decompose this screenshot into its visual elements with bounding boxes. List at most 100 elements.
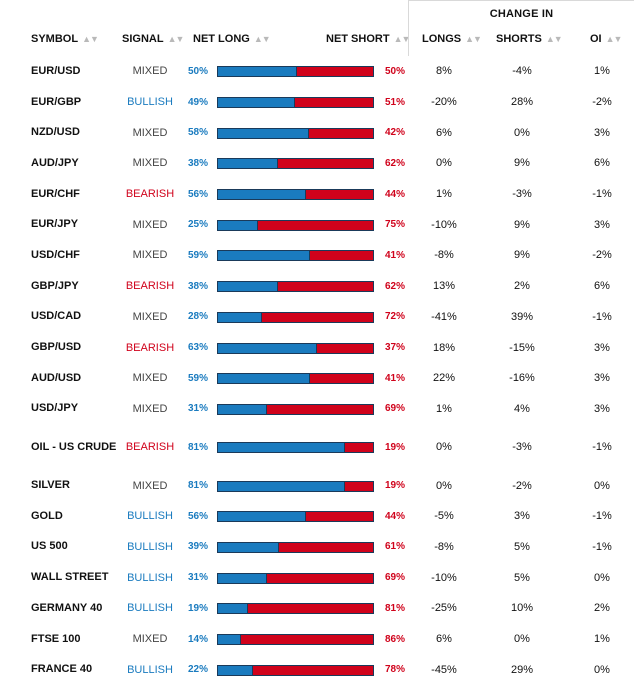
change-oi-value: 3% (594, 402, 610, 415)
long-short-ratio-bar (217, 634, 374, 646)
column-header-net-short[interactable]: NET SHORT ▲▼ (326, 22, 410, 56)
symbol-link[interactable]: NZD/USD (31, 126, 80, 139)
symbol-link[interactable]: FRANCE 40 (31, 663, 93, 676)
net-short-value: 44% (385, 188, 406, 200)
symbol-link[interactable]: GOLD (31, 509, 63, 522)
net-long-bar-segment (218, 282, 277, 292)
net-short-bar-segment (309, 374, 373, 384)
column-header-shorts-label: SHORTS (496, 33, 542, 45)
sort-icon: ▲▼ (465, 34, 482, 44)
table-row[interactable]: US 500 BULLISH 39% 61% -8% 5% -1% (0, 532, 634, 563)
table-row[interactable]: EUR/JPY MIXED 25% 75% -10% 9% 3% (0, 209, 634, 240)
symbol-link[interactable]: OIL - US CRUDE (31, 440, 117, 453)
change-oi-value: 3% (594, 341, 610, 354)
long-short-ratio-bar (217, 281, 374, 293)
change-oi-value: 1% (594, 633, 610, 646)
net-short-bar-segment (247, 604, 373, 614)
net-short-value: 19% (385, 441, 406, 453)
change-oi-value: 3% (594, 372, 610, 385)
net-long-bar-segment (218, 220, 257, 230)
column-header-oi[interactable]: OI ▲▼ (590, 22, 622, 56)
table-row[interactable]: WALL STREET BULLISH 31% 69% -10% 5% 0% (0, 562, 634, 593)
sentiment-table-body: EUR/USD MIXED 50% 50% 8% -4% 1% EUR/GBP BULLISH 4… (0, 56, 634, 685)
signal-value: BULLISH (127, 571, 173, 584)
change-shorts-value: 2% (514, 280, 530, 293)
table-row[interactable]: FRANCE 40 BULLISH 22% 78% -45% 29% 0% (0, 654, 634, 685)
net-short-bar-segment (252, 665, 373, 675)
net-long-value: 31% (187, 403, 208, 415)
signal-value: MIXED (132, 372, 168, 385)
column-header-shorts[interactable]: SHORTS ▲▼ (496, 22, 563, 56)
net-long-bar-segment (218, 635, 240, 645)
column-header-longs[interactable]: LONGS ▲▼ (408, 22, 482, 56)
table-row[interactable]: EUR/CHF BEARISH 56% 44% 1% -3% -1% (0, 179, 634, 210)
symbol-link[interactable]: USD/JPY (31, 402, 79, 415)
change-oi-value: 0% (594, 479, 610, 492)
symbol-link[interactable]: AUD/USD (31, 371, 82, 384)
table-row[interactable]: NZD/USD MIXED 58% 42% 6% 0% 3% (0, 117, 634, 148)
symbol-link[interactable]: USD/CAD (31, 310, 82, 323)
change-longs-value: 6% (436, 126, 452, 139)
change-longs-value: 0% (436, 441, 452, 454)
net-short-value: 78% (385, 664, 406, 676)
net-short-value: 75% (385, 219, 406, 231)
net-long-bar-segment (218, 404, 267, 414)
change-oi-value: 3% (594, 126, 610, 139)
net-long-value: 50% (187, 65, 208, 77)
symbol-link[interactable]: EUR/USD (31, 64, 81, 77)
column-header-net-short-label: NET SHORT (326, 33, 390, 45)
sort-icon: ▲▼ (82, 34, 99, 44)
column-header-signal[interactable]: SIGNAL ▲▼ (122, 22, 184, 56)
net-short-bar-segment (307, 128, 373, 138)
table-row[interactable]: USD/CHF MIXED 59% 41% -8% 9% -2% (0, 240, 634, 271)
table-row[interactable]: SILVER MIXED 81% 19% 0% -2% 0% (0, 470, 634, 501)
symbol-link[interactable]: FTSE 100 (31, 632, 81, 645)
net-long-value: 19% (187, 602, 208, 614)
table-row[interactable]: AUD/USD MIXED 59% 41% 22% -16% 3% (0, 363, 634, 394)
net-long-bar-segment (218, 343, 316, 353)
net-long-value: 38% (187, 280, 208, 292)
table-row[interactable]: FTSE 100 MIXED 14% 86% 6% 0% 1% (0, 624, 634, 655)
long-short-ratio-bar (217, 541, 374, 553)
net-long-bar-segment (218, 665, 253, 675)
table-row[interactable]: EUR/USD MIXED 50% 50% 8% -4% 1% (0, 56, 634, 87)
column-header-oi-label: OI (590, 33, 602, 45)
long-short-ratio-bar (217, 511, 374, 523)
net-short-value: 41% (385, 372, 406, 384)
long-short-ratio-bar (217, 572, 374, 584)
table-row[interactable]: GBP/USD BEARISH 63% 37% 18% -15% 3% (0, 332, 634, 363)
signal-value: MIXED (132, 126, 168, 139)
net-long-value: 63% (187, 342, 208, 354)
symbol-link[interactable]: GERMANY 40 (31, 601, 103, 614)
symbol-link[interactable]: EUR/CHF (31, 187, 80, 200)
table-row[interactable]: GBP/JPY BEARISH 38% 62% 13% 2% 6% (0, 271, 634, 302)
symbol-link[interactable]: USD/CHF (31, 248, 80, 261)
net-long-value: 58% (187, 127, 208, 139)
table-row[interactable]: GOLD BULLISH 56% 44% -5% 3% -1% (0, 501, 634, 532)
table-row[interactable]: OIL - US CRUDE BEARISH 81% 19% 0% -3% -1% (0, 424, 634, 470)
table-row[interactable]: EUR/GBP BULLISH 49% 51% -20% 28% -2% (0, 87, 634, 118)
table-row[interactable]: USD/CAD MIXED 28% 72% -41% 39% -1% (0, 302, 634, 333)
column-header-symbol[interactable]: SYMBOL ▲▼ (31, 22, 99, 56)
symbol-link[interactable]: GBP/JPY (31, 279, 79, 292)
column-header-symbol-label: SYMBOL (31, 33, 79, 45)
change-longs-value: 22% (432, 372, 456, 385)
long-short-ratio-bar (217, 403, 374, 415)
column-header-signal-label: SIGNAL (122, 33, 164, 45)
change-shorts-value: -3% (512, 441, 532, 454)
symbol-link[interactable]: AUD/JPY (31, 156, 79, 169)
symbol-link[interactable]: GBP/USD (31, 341, 82, 354)
table-row[interactable]: USD/JPY MIXED 31% 69% 1% 4% 3% (0, 394, 634, 425)
symbol-link[interactable]: SILVER (31, 479, 70, 492)
symbol-link[interactable]: WALL STREET (31, 571, 109, 584)
table-row[interactable]: AUD/JPY MIXED 38% 62% 0% 9% 6% (0, 148, 634, 179)
column-header-net-long[interactable]: NET LONG ▲▼ (193, 22, 271, 56)
symbol-link[interactable]: US 500 (31, 540, 68, 553)
signal-value: MIXED (132, 218, 168, 231)
table-row[interactable]: GERMANY 40 BULLISH 19% 81% -25% 10% 2% (0, 593, 634, 624)
long-short-ratio-bar (217, 664, 374, 676)
symbol-link[interactable]: EUR/GBP (31, 95, 82, 108)
net-short-value: 41% (385, 249, 406, 261)
symbol-link[interactable]: EUR/JPY (31, 218, 79, 231)
signal-value: MIXED (132, 402, 168, 415)
